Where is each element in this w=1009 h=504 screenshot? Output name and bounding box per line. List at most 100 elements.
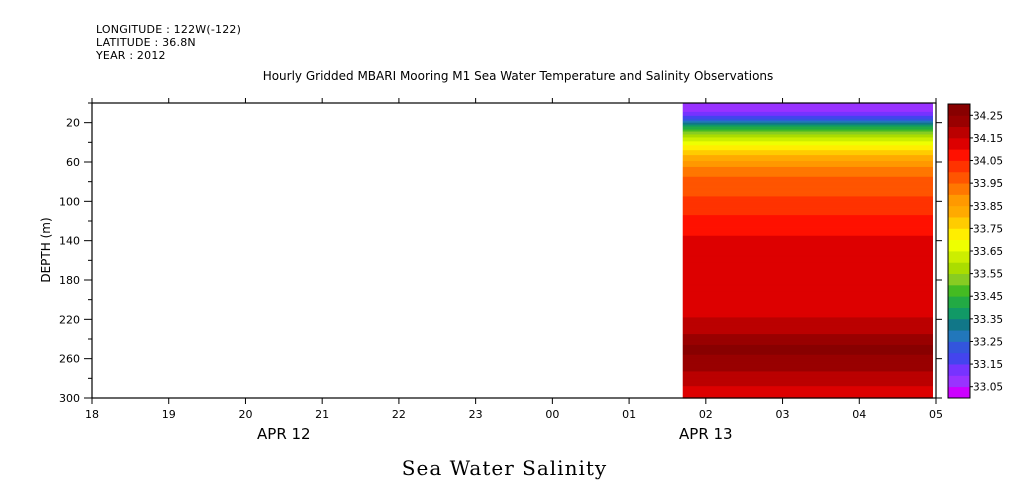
y-axis-label: DEPTH (m)	[39, 217, 53, 282]
x-tick-label: 02	[699, 408, 713, 421]
heatmap-cell	[682, 145, 933, 147]
heatmap-cell	[682, 229, 933, 232]
heatmap-cell	[682, 280, 933, 282]
year-label: YEAR : 2012	[96, 49, 166, 62]
heatmap-cell	[682, 289, 933, 292]
heatmap-cell	[682, 380, 933, 382]
heatmap-cell	[682, 161, 933, 163]
heatmap-cell	[682, 140, 933, 142]
x-tick-label: 00	[545, 408, 559, 421]
colorbar-swatch	[948, 307, 970, 320]
heatmap-cell	[682, 181, 933, 184]
heatmap-cell	[682, 214, 933, 216]
heatmap-cell	[682, 209, 933, 211]
latitude-label: LATITUDE : 36.8N	[96, 36, 196, 49]
heatmap-cell	[682, 110, 933, 113]
heatmap-cell	[682, 267, 933, 269]
heatmap-cell	[682, 360, 933, 363]
heatmap-cell	[682, 137, 933, 139]
axes: 18 19 20 21 22 23 00 01 02 03 04 05 APR 12 APR 13 20 60…	[59, 98, 943, 443]
heatmap-cell	[682, 357, 933, 360]
heatmap-cell	[682, 241, 933, 244]
heatmap-cell	[682, 372, 933, 375]
heatmap-cell	[682, 268, 933, 270]
heatmap-cell	[682, 142, 933, 144]
heatmap-cell	[682, 251, 933, 254]
heatmap-cell	[682, 178, 933, 181]
heatmap-cell	[682, 332, 933, 334]
heatmap-cell	[682, 341, 933, 344]
heatmap-cell	[682, 187, 933, 190]
heatmap-cell	[682, 350, 933, 353]
heatmap-cell	[682, 352, 933, 355]
heatmap-cell	[682, 328, 933, 330]
colorbar-swatch	[948, 160, 970, 173]
heatmap-cell	[682, 224, 933, 227]
colorbar-label: 34.25	[973, 110, 1003, 122]
heatmap-cell	[682, 344, 933, 347]
y-tick-label: 220	[59, 313, 80, 326]
colorbar-label: 33.55	[973, 269, 1003, 281]
heatmap-cell	[682, 343, 933, 346]
heatmap-cell	[682, 294, 933, 297]
heatmap-cell	[682, 246, 933, 249]
heatmap-cell	[682, 171, 933, 174]
heatmap-cell	[682, 368, 933, 371]
heatmap-cell	[682, 383, 933, 385]
heatmap-cell	[682, 123, 933, 126]
colorbar-label: 33.15	[973, 359, 1003, 371]
heatmap-cell	[682, 248, 933, 251]
heatmap-cell	[682, 381, 933, 383]
heatmap-cell	[682, 218, 933, 220]
heatmap-cell	[682, 286, 933, 289]
heatmap-cell	[682, 257, 933, 259]
x-tick-label: 18	[85, 408, 99, 421]
heatmap-cell	[682, 338, 933, 340]
heatmap-cell	[682, 237, 933, 240]
heatmap-cell	[682, 108, 933, 111]
colorbar-swatch	[948, 115, 970, 128]
heatmap-cell	[682, 245, 933, 248]
heatmap-cell	[682, 116, 933, 119]
heatmap-cell	[682, 207, 933, 209]
heatmap-cell	[682, 390, 933, 392]
heatmap-cell	[682, 315, 933, 317]
heatmap-cell	[682, 119, 933, 122]
colorbar-swatch	[948, 330, 970, 342]
heatmap-cell	[682, 298, 933, 301]
plot-frame	[91, 102, 937, 399]
heatmap-cell	[682, 221, 933, 224]
colorbar-swatch	[948, 296, 970, 308]
heatmap-cell	[682, 260, 933, 262]
heatmap-cell	[682, 239, 933, 242]
heatmap-cell	[682, 345, 933, 348]
heatmap-cell	[682, 255, 933, 257]
heatmap-cell	[682, 323, 933, 325]
heatmap-cell	[682, 391, 933, 393]
x-tick-label: 03	[776, 408, 790, 421]
x-tick-label: 04	[852, 408, 866, 421]
heatmap-cell	[682, 194, 933, 197]
colorbar-label: 33.95	[973, 178, 1003, 190]
heatmap-cell	[682, 191, 933, 194]
colorbar-swatch	[948, 126, 970, 139]
heatmap-cell	[682, 204, 933, 206]
colorbar-swatch	[948, 205, 970, 218]
heatmap-cell	[682, 202, 933, 204]
heatmap-cell	[682, 275, 933, 277]
heatmap-cell	[682, 261, 933, 263]
colorbar-swatch	[948, 262, 970, 275]
colorbar-label: 33.25	[973, 336, 1003, 348]
heatmap-cell	[682, 103, 933, 106]
heatmap-cell	[682, 334, 933, 336]
x-tick-label: 23	[469, 408, 483, 421]
heatmap-cell	[682, 249, 933, 252]
y-tick-label: 100	[59, 195, 80, 208]
x-date-label: APR 13	[679, 425, 733, 443]
heatmap-cell	[682, 326, 933, 328]
heatmap-cell	[682, 104, 933, 107]
heatmap-cell	[682, 174, 933, 177]
heatmap-cell	[682, 322, 933, 324]
heatmap-cell	[682, 180, 933, 183]
